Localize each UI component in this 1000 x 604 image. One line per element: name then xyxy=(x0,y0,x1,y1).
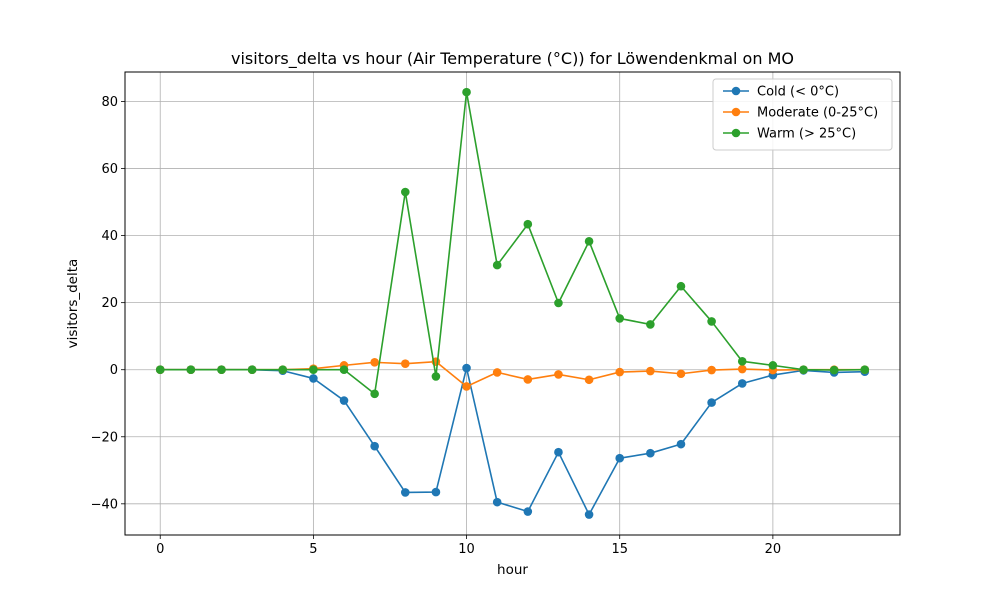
series-1-point xyxy=(707,398,716,407)
x-tick-label: 15 xyxy=(611,542,628,557)
series-3-point xyxy=(492,260,502,270)
series-layer xyxy=(155,87,870,519)
series-2 xyxy=(155,357,870,391)
series-3-point xyxy=(278,365,288,375)
series-1-point xyxy=(523,507,533,516)
series-3-point xyxy=(799,365,808,375)
series-1-point xyxy=(431,487,441,497)
y-tick-label: 60 xyxy=(101,162,118,177)
series-3-point xyxy=(707,317,716,326)
y-tick-label: −20 xyxy=(91,430,118,445)
series-2-point xyxy=(707,365,716,375)
series-1-point xyxy=(309,374,318,383)
series-3-point xyxy=(309,365,318,375)
legend-entry-label: Warm (> 25°C) xyxy=(757,127,856,142)
series-3-point xyxy=(431,372,441,381)
series-1-point xyxy=(492,497,502,507)
y-tick-label: 20 xyxy=(101,296,118,311)
series-2-line xyxy=(160,360,865,388)
series-2-point xyxy=(492,368,502,377)
series-3-point xyxy=(370,389,379,399)
legend-entry-label: Cold (< 0°C) xyxy=(757,85,839,100)
axis-ticks: 0 5 10 15 20 −40 −20 0 20 40 60 80 xyxy=(91,95,782,557)
series-3-point xyxy=(247,365,257,375)
plot-area-frame xyxy=(124,71,901,536)
series-3-point xyxy=(523,219,533,229)
series-2-point xyxy=(615,367,625,377)
series-2-point xyxy=(584,375,594,385)
series-1-point xyxy=(646,448,655,458)
series-3-point xyxy=(339,365,349,375)
series-3-point xyxy=(615,314,625,323)
series-3-point xyxy=(217,365,226,375)
series-3-point xyxy=(737,357,747,366)
series-3-point xyxy=(554,298,563,308)
series-1-point xyxy=(462,363,471,373)
x-axis-label: hour xyxy=(497,562,528,578)
series-2-point xyxy=(554,370,563,379)
grid xyxy=(125,72,900,535)
legend-marker xyxy=(731,86,741,96)
series-3-point xyxy=(829,365,839,375)
y-tick-label: 0 xyxy=(110,363,118,378)
series-1-point xyxy=(615,453,625,463)
y-tick-label: 40 xyxy=(101,229,118,244)
series-3-point xyxy=(646,320,655,329)
series-1-point xyxy=(339,396,349,405)
series-1-point xyxy=(584,510,594,519)
series-1-point xyxy=(676,439,686,449)
legend-box xyxy=(712,78,893,151)
series-3-point xyxy=(676,281,686,291)
y-tick-label: −40 xyxy=(91,497,118,512)
series-2-point xyxy=(523,375,533,384)
legend-marker xyxy=(731,107,741,117)
series-1 xyxy=(155,363,870,519)
series-3-point xyxy=(186,365,196,375)
series-3-line xyxy=(160,91,865,395)
legend-entry-label: Moderate (0-25°C) xyxy=(757,106,878,121)
series-1-point xyxy=(400,488,410,497)
series-3-point xyxy=(400,187,410,197)
series-3-point xyxy=(768,361,778,370)
x-tick-label: 0 xyxy=(156,542,164,557)
chart-title: visitors_delta vs hour (Air Temperature … xyxy=(231,49,794,69)
series-1-line xyxy=(160,367,865,516)
series-1-point xyxy=(737,379,747,388)
series-3-point xyxy=(860,365,870,375)
series-2-point xyxy=(737,364,747,374)
series-3 xyxy=(155,87,870,399)
x-tick-label: 5 xyxy=(309,542,317,557)
series-3-point xyxy=(584,237,594,246)
series-2-point xyxy=(646,366,655,376)
series-2-point xyxy=(676,369,686,379)
series-2-point xyxy=(462,382,471,391)
series-3-point xyxy=(155,365,165,375)
legend: Cold (< 0°C) Moderate (0-25°C) Warm (> 25°… xyxy=(712,78,893,151)
y-tick-label: 80 xyxy=(101,95,118,110)
series-1-point xyxy=(554,447,563,457)
series-1-point xyxy=(370,441,379,451)
x-tick-label: 10 xyxy=(458,542,475,557)
legend-marker xyxy=(731,128,741,138)
y-axis-label: visitors_delta xyxy=(65,259,81,349)
series-2-point xyxy=(400,359,410,368)
series-3-point xyxy=(462,87,471,97)
series-2-point xyxy=(370,358,379,367)
x-tick-label: 20 xyxy=(765,542,782,557)
